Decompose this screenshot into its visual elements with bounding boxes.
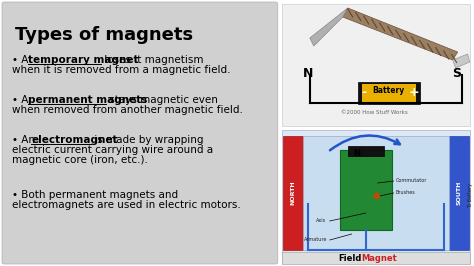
Text: N: N [303, 67, 313, 80]
Bar [362, 84, 416, 102]
Text: +: + [409, 86, 419, 99]
Text: permanent magnets: permanent magnets [27, 95, 147, 105]
Text: SOUTH: SOUTH [456, 181, 461, 205]
Text: • A: • A [12, 55, 32, 65]
Text: temporary magnet: temporary magnet [27, 55, 138, 65]
Bar [282, 4, 470, 126]
Text: magnetic core (iron, etc.).: magnetic core (iron, etc.). [12, 155, 148, 165]
Text: N: N [354, 149, 361, 158]
Text: • An: • An [12, 135, 38, 145]
Polygon shape [310, 8, 348, 46]
Text: Battery: Battery [373, 86, 405, 95]
Text: Field: Field [338, 254, 361, 263]
Text: NORTH: NORTH [290, 181, 295, 205]
Text: Armature: Armature [304, 237, 327, 242]
Text: To Battery: To Battery [468, 182, 473, 207]
Text: Magnet: Magnet [362, 254, 398, 263]
Text: when it is removed from a magnetic field.: when it is removed from a magnetic field… [12, 65, 230, 75]
Text: loses it magnetism: loses it magnetism [101, 55, 204, 65]
Bar [303, 136, 449, 250]
Text: -: - [361, 86, 366, 99]
Text: stays magnetic even: stays magnetic even [106, 95, 218, 105]
Text: electromagnets are used in electric motors.: electromagnets are used in electric moto… [12, 200, 241, 210]
Text: Brushes: Brushes [396, 190, 415, 195]
Bar [340, 150, 392, 230]
Bar [282, 130, 470, 262]
Polygon shape [453, 54, 470, 68]
Text: • Both permanent magnets and: • Both permanent magnets and [12, 190, 178, 200]
Text: when removed from another magnetic field.: when removed from another magnetic field… [12, 105, 243, 115]
FancyArrowPatch shape [330, 135, 400, 150]
FancyBboxPatch shape [2, 2, 278, 264]
Text: electromagnet: electromagnet [31, 135, 118, 145]
Circle shape [374, 193, 379, 198]
Text: Commutator: Commutator [396, 178, 427, 183]
Text: electric current carrying wire around a: electric current carrying wire around a [12, 145, 213, 155]
Bar [348, 146, 384, 156]
Bar [449, 136, 469, 250]
Text: Axis: Axis [316, 218, 326, 223]
Text: ©2000 How Stuff Works: ©2000 How Stuff Works [341, 110, 408, 115]
Polygon shape [343, 8, 458, 60]
Bar [358, 82, 419, 104]
Text: • A: • A [12, 95, 32, 105]
Text: is made by wrapping: is made by wrapping [91, 135, 204, 145]
Bar [283, 136, 303, 250]
Bar [282, 252, 470, 264]
Text: Types of magnets: Types of magnets [15, 26, 193, 44]
Text: S: S [452, 67, 461, 80]
